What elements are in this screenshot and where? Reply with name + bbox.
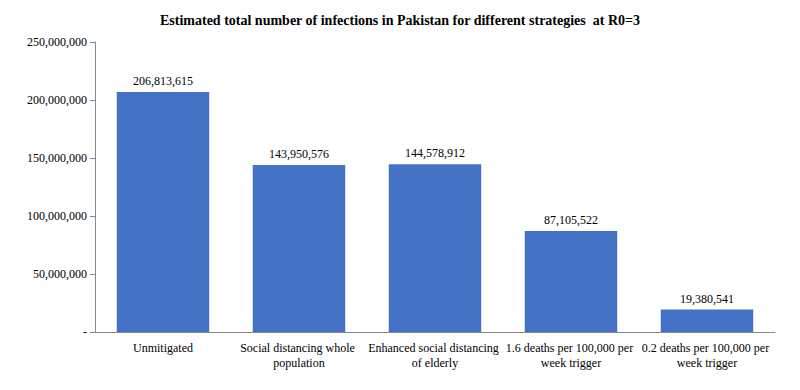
svg-text:Unmitigated: Unmitigated bbox=[133, 341, 193, 355]
svg-text:-: - bbox=[83, 325, 87, 339]
svg-text:250,000,000: 250,000,000 bbox=[27, 35, 87, 49]
svg-text:150,000,000: 150,000,000 bbox=[27, 151, 87, 165]
svg-text:week trigger: week trigger bbox=[541, 356, 601, 370]
svg-text:week trigger: week trigger bbox=[677, 356, 737, 370]
svg-text:population: population bbox=[273, 356, 324, 370]
svg-text:50,000,000: 50,000,000 bbox=[33, 267, 87, 281]
svg-text:Estimated total number of infe: Estimated total number of infections in … bbox=[160, 13, 640, 28]
svg-text:1.6 deaths per 100,000 per: 1.6 deaths per 100,000 per bbox=[506, 341, 636, 355]
svg-text:19,380,541: 19,380,541 bbox=[680, 292, 734, 306]
svg-text:of elderly: of elderly bbox=[412, 356, 458, 370]
svg-text:143,950,576: 143,950,576 bbox=[269, 147, 329, 161]
svg-text:Social distancing whole: Social distancing whole bbox=[240, 341, 358, 355]
svg-text:87,105,522: 87,105,522 bbox=[544, 213, 598, 227]
svg-text:0.2 deaths per 100,000 per: 0.2 deaths per 100,000 per bbox=[642, 341, 772, 355]
svg-text:200,000,000: 200,000,000 bbox=[27, 93, 87, 107]
svg-text:100,000,000: 100,000,000 bbox=[27, 209, 87, 223]
svg-text:206,813,615: 206,813,615 bbox=[133, 74, 193, 88]
svg-text:Enhanced social distancing: Enhanced social distancing bbox=[368, 341, 502, 355]
svg-text:144,578,912: 144,578,912 bbox=[405, 146, 465, 160]
